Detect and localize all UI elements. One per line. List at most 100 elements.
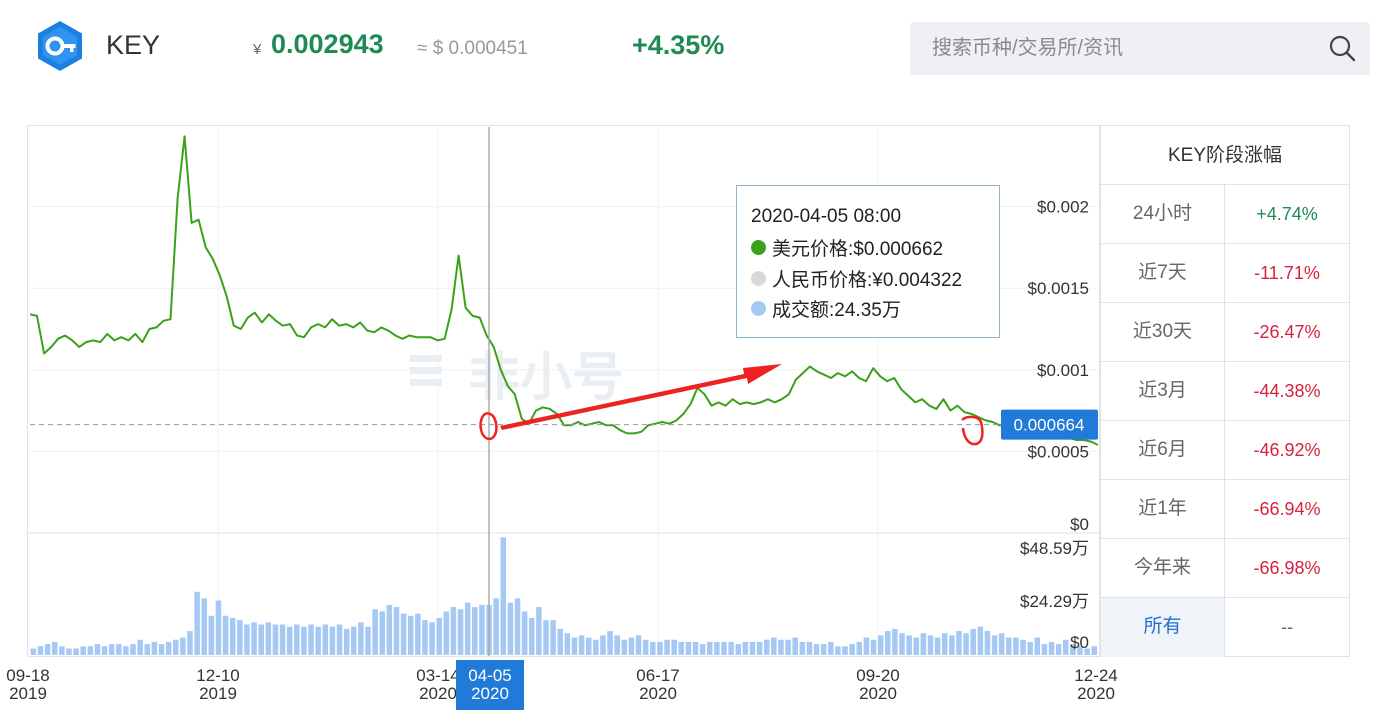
- stage-change-row[interactable]: 近3月 -44.38%: [1101, 362, 1349, 421]
- volume-bar: [906, 635, 912, 655]
- volume-bar: [315, 626, 321, 655]
- volume-bar: [642, 639, 649, 655]
- stage-change-title: KEY阶段涨幅: [1101, 126, 1349, 185]
- price-chart-frame: [27, 125, 1100, 657]
- search-icon[interactable]: [1328, 34, 1356, 62]
- volume-bar: [187, 631, 193, 655]
- volume-bar: [37, 646, 44, 655]
- stage-change-row[interactable]: 24小时 +4.74%: [1101, 185, 1349, 244]
- volume-bar: [436, 617, 442, 655]
- stage-change-row[interactable]: 近6月 -46.92%: [1101, 421, 1349, 480]
- volume-bar: [1048, 641, 1055, 655]
- stage-period-label: 近30天: [1101, 303, 1225, 361]
- volume-bar: [80, 646, 86, 655]
- volume-bar: [379, 611, 385, 655]
- stage-change-row[interactable]: 所有 --: [1101, 598, 1349, 657]
- volume-bar: [635, 635, 642, 655]
- price-axis-tick: $0.002: [1037, 198, 1089, 217]
- tooltip-cny-price: 人民币价格:¥0.004322: [772, 269, 963, 291]
- volume-bar: [628, 637, 635, 655]
- chart-tooltip: 2020-04-05 08:00 美元价格:$0.000662 人民币价格:¥0…: [736, 185, 1000, 338]
- tooltip-cny-row: 人民币价格:¥0.004322: [751, 263, 985, 294]
- volume-bar: [707, 641, 713, 655]
- stage-period-label: 今年来: [1101, 539, 1225, 597]
- volume-bar: [550, 620, 556, 655]
- volume-bar: [977, 626, 984, 655]
- volume-bar: [151, 641, 158, 655]
- volume-bar: [365, 626, 371, 655]
- volume-bar: [956, 631, 962, 655]
- tooltip-usd-row: 美元价格:$0.000662: [751, 233, 985, 264]
- volume-bar: [514, 598, 521, 655]
- volume-bar: [842, 646, 848, 655]
- stage-period-label: 近7天: [1101, 244, 1225, 302]
- volume-bar: [1027, 641, 1033, 655]
- coin-name: KEY: [106, 30, 161, 60]
- volume-bar: [699, 644, 706, 655]
- volume-bar: [585, 637, 592, 655]
- stage-period-label: 近6月: [1101, 421, 1225, 479]
- cny-series-dot: [751, 270, 766, 286]
- x-axis-tick: 09-20: [856, 666, 899, 685]
- volume-axis-tick: $24.29万: [1020, 592, 1089, 611]
- volume-bar: [885, 631, 891, 655]
- header-bar: KEY ¥ 0.002943 ≈ $ 0.000451 +4.35%: [0, 0, 1400, 100]
- volume-bar: [464, 602, 471, 655]
- volume-bar: [415, 613, 421, 655]
- stage-period-label: 近1年: [1101, 480, 1225, 538]
- volume-bar: [521, 611, 528, 655]
- volume-bar: [272, 624, 279, 655]
- volume-bar: [593, 639, 599, 655]
- watermark-logo-bar: [410, 367, 442, 374]
- watermark-logo-bar: [410, 379, 442, 386]
- volume-bar: [73, 648, 79, 655]
- volume-bar: [429, 622, 435, 655]
- volume-bar: [66, 648, 72, 655]
- volume-bar: [194, 591, 200, 655]
- volume-bar: [1006, 637, 1012, 655]
- annotation-circle-right: [961, 415, 984, 446]
- volume-bar: [749, 641, 756, 655]
- volume-bar: [343, 628, 350, 655]
- volume-bar: [294, 624, 300, 655]
- volume-bar: [251, 622, 257, 655]
- volume-bar: [258, 624, 264, 655]
- volume-bar: [685, 641, 692, 655]
- volume-bar: [614, 635, 620, 655]
- stage-change-row[interactable]: 近1年 -66.94%: [1101, 480, 1349, 539]
- stage-change-row[interactable]: 近7天 -11.71%: [1101, 244, 1349, 303]
- volume-bar: [1084, 648, 1090, 655]
- volume-bar: [1055, 644, 1062, 655]
- volume-bar: [336, 624, 343, 655]
- tooltip-volume: 成交额:24.35万: [772, 300, 901, 322]
- search-input[interactable]: [932, 34, 1312, 62]
- volume-bar: [820, 644, 827, 655]
- x-axis-tick: 06-17: [636, 666, 679, 685]
- volume-bar: [920, 633, 927, 655]
- stage-change-row[interactable]: 近30天 -26.47%: [1101, 303, 1349, 362]
- tooltip-datetime: 2020-04-05 08:00: [751, 206, 902, 228]
- volume-bar: [863, 637, 870, 655]
- volume-bar: [671, 639, 677, 655]
- volume-bar: [208, 615, 215, 655]
- volume-axis-tick: $0: [1070, 633, 1089, 652]
- annotation-arrow: [500, 364, 782, 430]
- cny-symbol: ¥: [253, 41, 262, 58]
- price-change-percent: +4.35%: [632, 30, 725, 60]
- x-axis-tick: 03-14: [416, 666, 459, 685]
- volume-bar: [913, 637, 919, 655]
- volume-bar: [621, 639, 628, 655]
- stage-change-row[interactable]: 今年来 -66.98%: [1101, 539, 1349, 598]
- volume-bar: [137, 639, 143, 655]
- stage-period-label[interactable]: 所有: [1101, 598, 1225, 657]
- crosshair-date-badge: [456, 660, 524, 710]
- price-axis-tick: $0.0005: [1028, 442, 1089, 461]
- volume-bar: [692, 641, 699, 655]
- volume-bar: [493, 598, 499, 655]
- volume-bar: [123, 646, 129, 655]
- x-axis-tick-year: 2020: [639, 684, 677, 703]
- search-box[interactable]: [910, 22, 1370, 75]
- volume-bar: [1020, 639, 1026, 655]
- volume-bar: [721, 641, 727, 655]
